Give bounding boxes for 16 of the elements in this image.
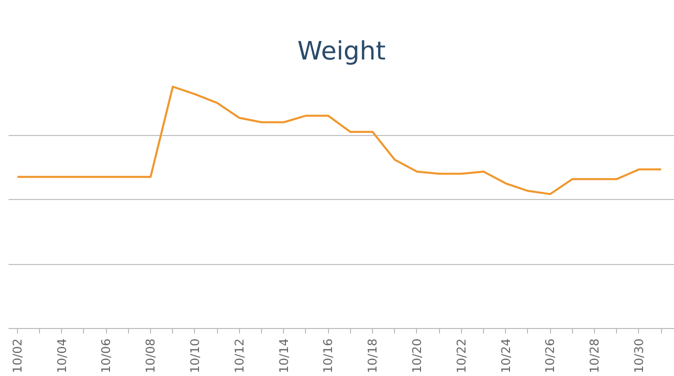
x-tick-label: 10/10 [188, 338, 202, 374]
x-tick-label: 10/26 [543, 338, 558, 374]
x-tick-label: 10/18 [366, 338, 380, 374]
x-tick-label: 10/24 [498, 338, 513, 374]
x-tick-label: 10/16 [321, 338, 336, 374]
x-tick-label: 10/12 [232, 338, 246, 374]
x-tick-label: 10/20 [410, 338, 424, 374]
x-tick-label: 10/30 [632, 338, 646, 374]
x-tick-label: 10/08 [144, 338, 158, 374]
x-tick-label: 10/14 [276, 338, 291, 374]
x-tick-label: 10/22 [454, 338, 468, 374]
chart-title: Weight [297, 36, 386, 66]
x-tick-label: 10/04 [54, 338, 69, 374]
x-tick-label: 10/02 [10, 338, 24, 374]
x-tick-label: 10/28 [588, 338, 602, 374]
x-tick-label: 10/06 [99, 338, 114, 374]
